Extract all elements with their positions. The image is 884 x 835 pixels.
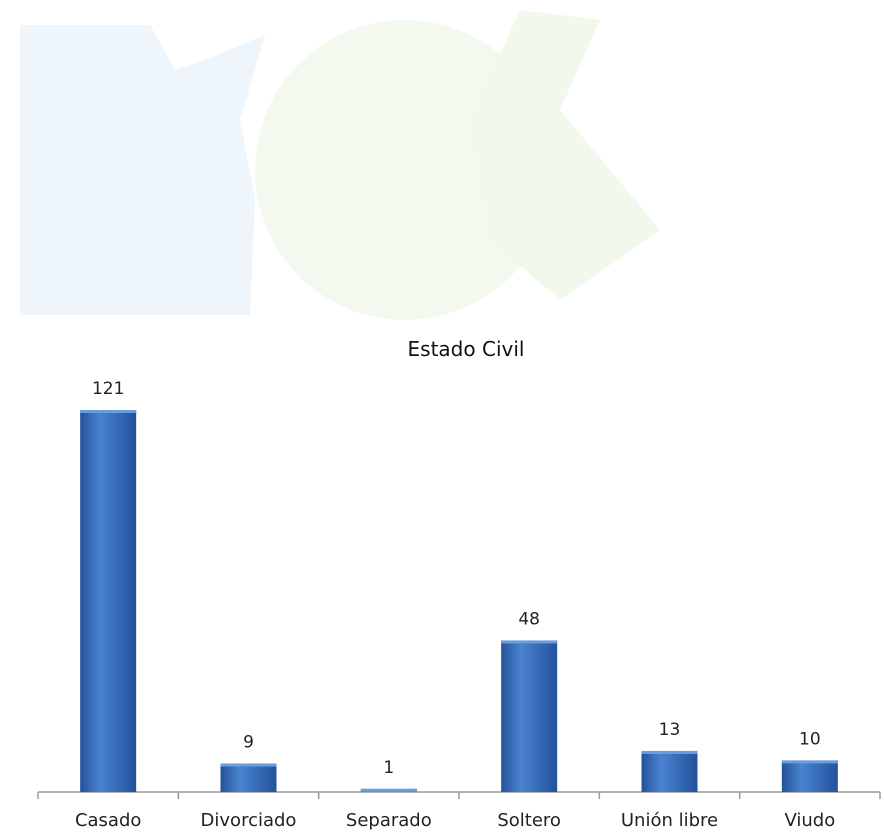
bar-top-highlight [80, 410, 137, 413]
bars-group [80, 410, 838, 792]
value-labels-group: 121 9 1 48 13 10 [92, 379, 821, 778]
bar-soltero [501, 640, 558, 792]
category-label: Separado [346, 810, 432, 831]
value-label: 9 [243, 733, 254, 753]
category-label: Divorciado [201, 810, 297, 831]
watermark-logo [20, 10, 660, 320]
bar-top-highlight [781, 760, 838, 764]
bar-casado [80, 410, 137, 792]
category-label: Soltero [497, 810, 561, 831]
bar-top-highlight [220, 763, 277, 767]
bar-viudo [781, 760, 838, 792]
bar-unión-libre [641, 750, 698, 792]
bar-divorciado [220, 763, 277, 792]
watermark-circle-shape [255, 20, 555, 320]
value-label: 13 [659, 720, 681, 740]
value-label: 1 [383, 758, 394, 778]
value-label: 121 [92, 379, 124, 399]
category-label: Casado [75, 810, 141, 831]
chart-title: Estado Civil [408, 337, 525, 361]
category-label: Unión libre [621, 810, 718, 831]
bar-top-highlight [360, 788, 417, 792]
value-label: 48 [518, 609, 540, 629]
category-labels-group: Casado Divorciado Separado Soltero Unión lib… [75, 810, 835, 831]
bar-top-highlight [641, 750, 698, 754]
category-label: Viudo [784, 810, 835, 831]
value-label: 10 [799, 729, 821, 749]
watermark-figure-shape [20, 25, 265, 315]
bar-top-highlight [501, 640, 558, 644]
watermark-arrow-shape [470, 10, 660, 300]
x-ticks-group [37, 792, 881, 799]
